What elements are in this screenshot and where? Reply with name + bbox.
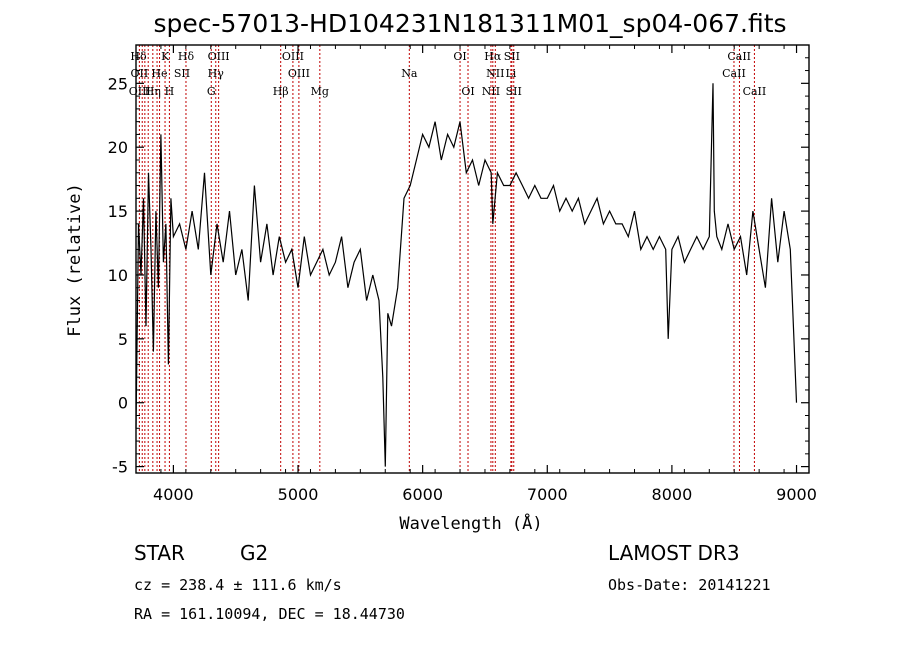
- flux-series-line: [135, 83, 798, 467]
- object-class: STAR: [134, 541, 185, 565]
- line-label: SII: [174, 67, 190, 80]
- line-label: CaII: [722, 67, 746, 80]
- y-tick-label: 15: [108, 202, 128, 221]
- line-label: OI: [461, 85, 474, 98]
- line-label: CaII: [727, 50, 751, 63]
- coordinates: RA = 161.10094, DEC = 18.44730: [134, 605, 405, 623]
- obs-date: Obs-Date: 20141221: [608, 576, 771, 594]
- x-tick-label: 5000: [278, 485, 319, 504]
- y-tick-label: 20: [108, 138, 128, 157]
- line-label: Li: [505, 67, 516, 80]
- line-label: Hδ: [178, 50, 195, 63]
- line-label: SII: [504, 50, 520, 63]
- object-subclass: G2: [240, 541, 268, 565]
- line-label: NII: [482, 85, 500, 98]
- line-label: CaII: [743, 85, 767, 98]
- line-label: Na: [401, 67, 418, 80]
- line-label: K: [161, 50, 170, 63]
- y-tick-label: -5: [112, 458, 128, 477]
- plot-frame: [135, 44, 810, 474]
- line-label: OII: [131, 67, 149, 80]
- x-tick-label: 8000: [652, 485, 693, 504]
- line-label: NII: [486, 67, 504, 80]
- line-label: OIII: [288, 67, 310, 80]
- line-label: Hγ: [208, 67, 225, 80]
- x-tick-label: 6000: [402, 485, 443, 504]
- line-label: Hη: [145, 85, 161, 98]
- spectral-line-markers: [138, 45, 755, 473]
- chart-title: spec-57013-HD104231N181311M01_sp04-067.f…: [153, 9, 786, 38]
- line-label: Hα: [484, 50, 502, 63]
- x-tick-label: 7000: [527, 485, 568, 504]
- y-tick-label: 0: [118, 394, 128, 413]
- line-label: G: [207, 85, 216, 98]
- line-label: OIII: [282, 50, 304, 63]
- line-label: Hδ: [130, 50, 147, 63]
- x-axis-label: Wavelength (Å): [399, 512, 542, 534]
- line-label: Hβ: [273, 85, 289, 98]
- x-tick-label: 9000: [776, 485, 817, 504]
- survey-name: LAMOST DR3: [608, 541, 740, 565]
- line-label: He: [151, 67, 167, 80]
- x-tick-label: 4000: [153, 485, 194, 504]
- line-label: OIII: [208, 50, 230, 63]
- line-label: OIII: [129, 85, 151, 98]
- y-tick-label: 10: [108, 266, 128, 285]
- line-label: OI: [453, 50, 466, 63]
- redshift-text: cz = 238.4 ± 111.6 km/s: [134, 576, 342, 594]
- y-tick-label: 5: [118, 330, 128, 349]
- x-axis-ticks: 4000 5000 6000 7000 8000 9000: [135, 45, 817, 504]
- line-label: Mg: [311, 85, 329, 98]
- line-label: H: [165, 85, 175, 98]
- line-label: SII: [506, 85, 522, 98]
- y-axis-ticks: -5 0 5 10 15 20 25: [108, 57, 809, 477]
- y-axis-label: Flux (relative): [65, 183, 85, 337]
- y-tick-label: 25: [108, 74, 128, 93]
